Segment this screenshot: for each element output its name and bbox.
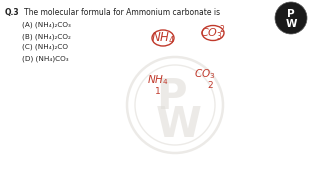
Text: (A) (NH₄)₂CO₃: (A) (NH₄)₂CO₃ [22, 22, 71, 28]
Text: P: P [156, 76, 186, 118]
Text: $NH_4$: $NH_4$ [147, 73, 169, 87]
Text: (D) (NH₄)CO₃: (D) (NH₄)CO₃ [22, 55, 68, 62]
Text: P: P [287, 9, 295, 19]
Text: 2: 2 [207, 80, 213, 89]
Text: $CO_3$: $CO_3$ [194, 67, 216, 81]
Text: $NH_4$: $NH_4$ [151, 30, 175, 46]
Text: W: W [285, 19, 297, 29]
Text: Q.3: Q.3 [5, 8, 20, 17]
Text: W: W [156, 104, 202, 146]
Text: (B) (NH₄)₂CO₂: (B) (NH₄)₂CO₂ [22, 33, 71, 39]
Circle shape [275, 2, 307, 34]
Text: (C) (NH₄)₂CO: (C) (NH₄)₂CO [22, 44, 68, 51]
Text: 1: 1 [155, 87, 161, 96]
Text: $CO_3^{\ 2}$: $CO_3^{\ 2}$ [200, 23, 226, 43]
Text: The molecular formula for Ammonium carbonate is: The molecular formula for Ammonium carbo… [24, 8, 220, 17]
